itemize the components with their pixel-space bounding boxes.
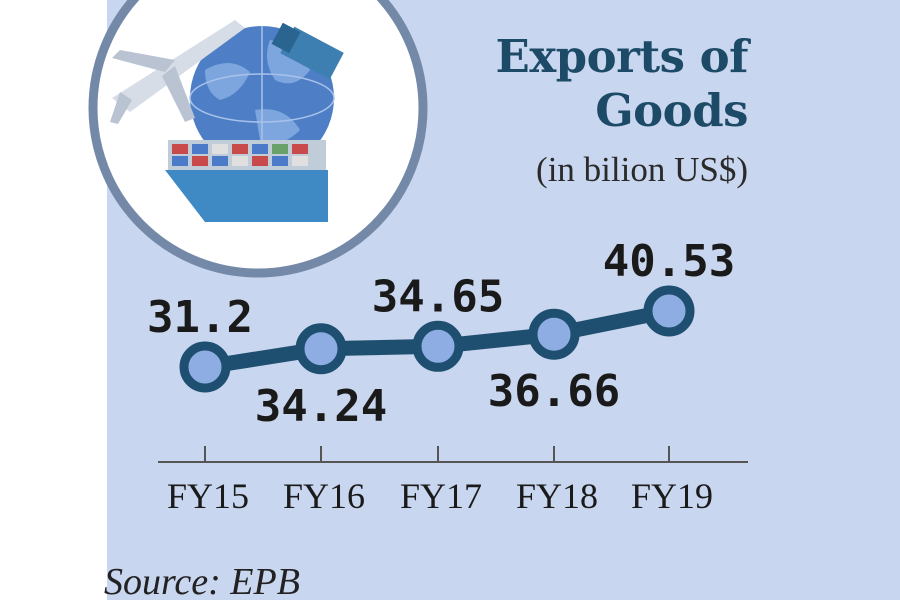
data-label-fy18: 36.66 [488,366,620,417]
x-tick-label-fy16: FY16 [283,476,365,516]
data-label-fy15: 31.2 [147,292,253,343]
data-point-fy19 [643,285,695,337]
cargo-ship-icon [165,140,328,222]
chart-title-line-2: Goods [595,84,748,137]
data-label-fy19: 40.53 [603,236,735,287]
data-markers [179,285,695,393]
truck-icon [271,22,344,80]
data-point-fy18 [528,308,580,360]
data-point-fy17 [412,320,464,372]
x-tick-label-fy17: FY17 [400,476,482,516]
data-point-fy15 [179,341,231,393]
data-labels: 31.234.24 34.65 36.66 40.53 [147,236,735,432]
chart-title: Exports of Goods [495,30,749,138]
data-label-fy17: 34.65 [372,271,504,322]
airplane-icon [110,20,245,124]
source-note: Source: EPB [104,561,300,603]
x-tick-label-fy18: FY18 [516,476,598,516]
data-point-fy16 [295,323,347,375]
x-tick-label-fy15: FY15 [167,476,249,516]
x-axis-ticks [204,446,670,462]
x-axis-tick-labels: FY15 FY16 FY17 FY18 FY19 [167,476,713,516]
data-label-fy16: 34.24 [255,381,387,432]
illustration [88,0,428,278]
chart-subtitle: (in bilion US$) [536,150,748,189]
x-tick-label-fy19: FY19 [631,476,713,516]
chart-title-line-1: Exports of [495,30,749,83]
